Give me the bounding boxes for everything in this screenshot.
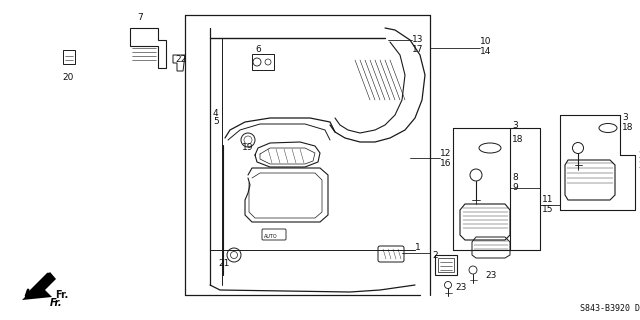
Text: 2: 2: [432, 251, 438, 260]
Text: 1: 1: [415, 244, 420, 252]
Bar: [252, 54, 274, 70]
Text: 23: 23: [485, 270, 497, 279]
Text: 15: 15: [542, 205, 554, 214]
Bar: [438, 258, 454, 272]
Text: 4: 4: [213, 108, 219, 117]
Text: 23: 23: [455, 284, 467, 292]
Text: 7: 7: [137, 13, 143, 22]
Text: 17: 17: [412, 45, 424, 54]
Text: 18: 18: [622, 124, 634, 132]
Text: 24: 24: [638, 150, 640, 159]
Text: AUTO: AUTO: [264, 234, 278, 238]
Text: 22: 22: [175, 55, 186, 65]
Text: 18: 18: [512, 135, 524, 145]
Text: 3: 3: [622, 114, 628, 123]
Polygon shape: [22, 272, 56, 300]
Text: 13: 13: [412, 36, 424, 44]
Text: Fr.: Fr.: [55, 290, 68, 300]
Bar: [435, 255, 457, 275]
Text: S843-B3920 D: S843-B3920 D: [580, 304, 640, 313]
Text: 8: 8: [512, 173, 518, 182]
Text: 9: 9: [512, 183, 518, 193]
Text: 5: 5: [213, 116, 219, 125]
Text: 20: 20: [62, 74, 74, 83]
Text: 16: 16: [440, 158, 451, 167]
Text: 21: 21: [218, 259, 229, 268]
Bar: [63, 50, 75, 64]
Text: 6: 6: [255, 45, 260, 54]
Text: 10: 10: [480, 37, 492, 46]
Text: 19: 19: [242, 143, 253, 153]
Text: 14: 14: [480, 47, 492, 57]
Text: 3: 3: [512, 121, 518, 130]
Text: 11: 11: [542, 196, 554, 204]
Text: Fr.: Fr.: [50, 298, 63, 308]
Text: 25: 25: [638, 161, 640, 170]
Text: 12: 12: [440, 148, 451, 157]
